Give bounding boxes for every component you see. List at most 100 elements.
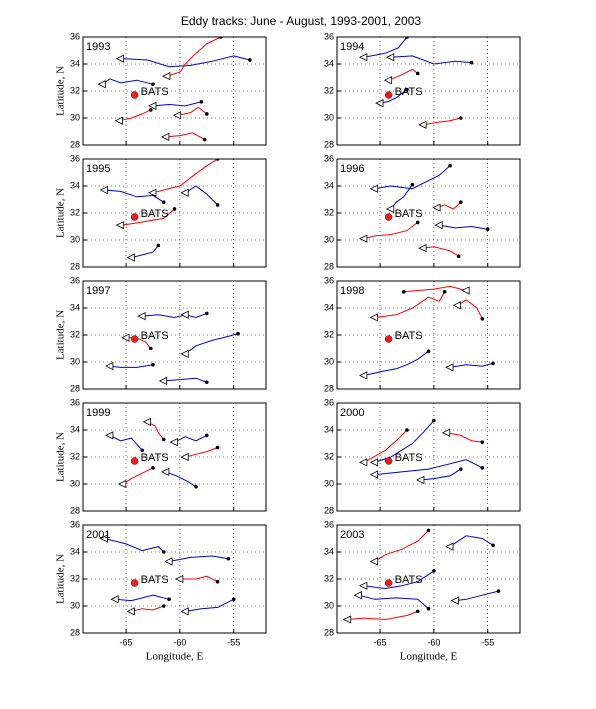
track bbox=[152, 101, 202, 107]
y-tick-label: 32 bbox=[324, 207, 334, 217]
bats-marker bbox=[130, 91, 139, 99]
track bbox=[119, 109, 152, 122]
track-start-triangle bbox=[180, 349, 189, 359]
track bbox=[455, 590, 499, 602]
y-tick-label: 28 bbox=[324, 261, 334, 271]
track bbox=[165, 132, 205, 141]
y-tick-label: 36 bbox=[70, 397, 80, 407]
track-start-triangle bbox=[162, 72, 171, 81]
track bbox=[363, 37, 408, 58]
track-end-dot bbox=[432, 418, 436, 423]
track-start-triangle bbox=[115, 54, 125, 63]
track bbox=[420, 468, 462, 481]
track-end-dot bbox=[458, 467, 463, 471]
y-tick-label: 28 bbox=[324, 627, 334, 637]
panel-label: 1999 bbox=[86, 407, 110, 419]
panel: 28 30 32 34 36 BATS 1995 Latitude, N bbox=[55, 153, 267, 271]
y-axis-label: Latitude, N bbox=[55, 554, 67, 604]
track-end-dot bbox=[204, 433, 209, 438]
panel: 28 30 32 34 36 BATS 1998 bbox=[324, 275, 521, 393]
y-tick-label: 32 bbox=[70, 451, 80, 461]
y-tick-label: 32 bbox=[70, 329, 80, 339]
track-start-triangle bbox=[174, 574, 184, 584]
bats-marker bbox=[130, 457, 139, 465]
track bbox=[104, 189, 164, 203]
track-end-dot bbox=[149, 108, 153, 112]
y-tick-label: 30 bbox=[70, 356, 80, 366]
track-end-dot bbox=[236, 331, 240, 336]
y-tick-label: 34 bbox=[324, 546, 334, 556]
track bbox=[374, 165, 451, 190]
x-tick-label: -65 bbox=[120, 637, 133, 647]
track bbox=[374, 459, 483, 476]
panel: 28 30 32 34 36 -65 -60 -55 BATS 2001 Latitude, N Lo… bbox=[55, 519, 267, 663]
y-tick-label: 34 bbox=[70, 302, 80, 312]
track-end-dot bbox=[415, 71, 420, 76]
track-end-dot bbox=[426, 528, 431, 533]
track bbox=[358, 594, 429, 610]
track-end-dot bbox=[151, 466, 155, 470]
tracks bbox=[359, 163, 490, 258]
y-tick-label: 30 bbox=[70, 234, 80, 244]
track-start-triangle bbox=[450, 596, 459, 605]
track-end-dot bbox=[469, 60, 474, 65]
track-start-triangle bbox=[164, 557, 173, 566]
axes-box bbox=[82, 36, 267, 146]
track-end-dot bbox=[426, 349, 431, 354]
track-start-triangle bbox=[117, 479, 127, 489]
track-end-dot bbox=[167, 597, 171, 602]
track-end-dot bbox=[204, 380, 209, 385]
track-start-triangle bbox=[441, 428, 451, 437]
y-tick-label: 34 bbox=[70, 58, 80, 68]
bats-marker bbox=[384, 457, 393, 465]
track-start-triangle bbox=[452, 301, 461, 310]
y-tick-label: 30 bbox=[70, 112, 80, 122]
track bbox=[449, 535, 494, 548]
bats-label: BATS bbox=[395, 330, 423, 342]
bats-marker bbox=[384, 335, 393, 343]
track-start-triangle bbox=[180, 452, 189, 462]
track bbox=[436, 201, 462, 210]
track bbox=[115, 594, 170, 602]
track-start-triangle bbox=[142, 417, 151, 427]
track-start-triangle bbox=[418, 243, 427, 253]
y-tick-label: 32 bbox=[70, 573, 80, 583]
axes-box bbox=[336, 524, 521, 634]
track-start-triangle bbox=[434, 221, 443, 230]
track-start-triangle bbox=[172, 111, 182, 120]
track-end-dot bbox=[161, 437, 166, 442]
tracks bbox=[342, 528, 501, 624]
track-end-dot bbox=[432, 569, 436, 573]
track-end-dot bbox=[215, 445, 220, 450]
y-tick-label: 32 bbox=[324, 85, 334, 95]
y-tick-label: 30 bbox=[324, 112, 334, 122]
track-start-triangle bbox=[369, 470, 379, 479]
y-axis-label: Latitude, N bbox=[55, 432, 67, 482]
track-end-dot bbox=[149, 346, 153, 351]
track-start-triangle bbox=[97, 80, 106, 89]
track bbox=[166, 37, 222, 77]
track bbox=[449, 362, 494, 368]
bats-label: BATS bbox=[141, 208, 169, 220]
axes-box bbox=[336, 158, 521, 268]
track bbox=[122, 467, 154, 485]
x-axis-label: Longitude, E bbox=[400, 651, 458, 663]
x-axis-label: Longitude, E bbox=[146, 651, 204, 663]
bats-label: BATS bbox=[141, 574, 169, 586]
track-start-triangle bbox=[115, 221, 125, 230]
axes-box bbox=[82, 158, 267, 268]
y-tick-label: 34 bbox=[324, 58, 334, 68]
track bbox=[347, 610, 418, 621]
track bbox=[120, 208, 175, 226]
track-end-dot bbox=[204, 112, 209, 116]
track bbox=[169, 555, 229, 562]
track-end-dot bbox=[426, 606, 431, 611]
x-tick-label: -55 bbox=[481, 637, 494, 647]
track-end-dot bbox=[140, 448, 145, 453]
track-start-triangle bbox=[110, 595, 119, 604]
figure-title: Eddy tracks: June - August, 1993-2001, 2… bbox=[181, 14, 421, 28]
track-end-dot bbox=[405, 428, 409, 432]
track bbox=[184, 333, 239, 355]
track-start-triangle bbox=[160, 467, 170, 476]
